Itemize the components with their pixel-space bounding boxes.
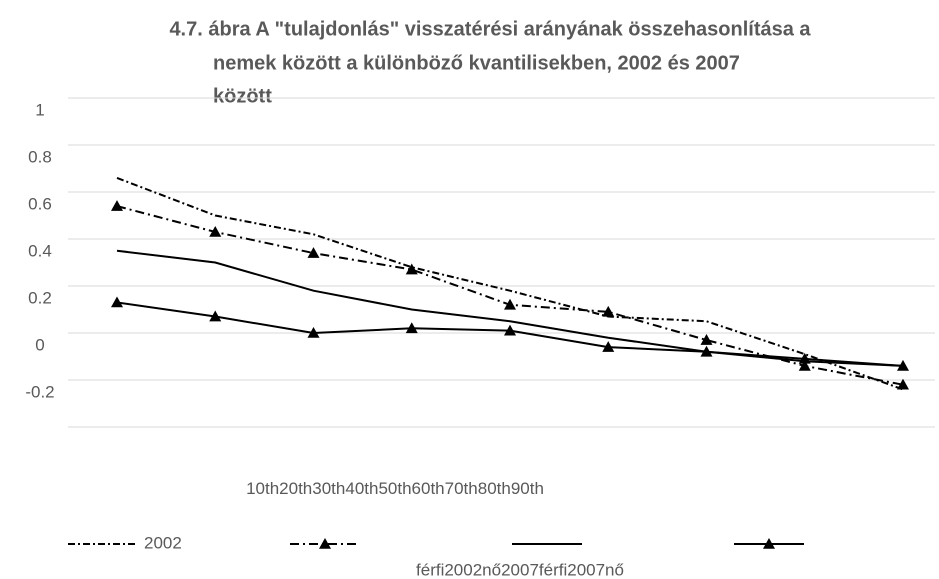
marker bbox=[111, 200, 123, 211]
x-tick-label: 20th bbox=[279, 479, 312, 498]
legend-marker bbox=[763, 538, 775, 549]
chart-title: között bbox=[213, 85, 272, 107]
marker bbox=[209, 225, 222, 237]
legend-caption: férfi2002nő2007férfi2007nő bbox=[416, 560, 624, 579]
y-tick-label: 0.4 bbox=[28, 241, 52, 260]
y-tick-label: 0.2 bbox=[28, 288, 52, 307]
chart-title: 4.7. ábra A "tulajdonlás" visszatérési a… bbox=[169, 18, 811, 40]
marker bbox=[504, 324, 516, 336]
marker bbox=[602, 305, 615, 317]
marker bbox=[504, 298, 516, 310]
legend-marker bbox=[319, 538, 331, 549]
x-tick-label: 50th bbox=[378, 479, 411, 498]
marker bbox=[111, 296, 123, 308]
marker bbox=[700, 345, 713, 357]
marker bbox=[700, 334, 713, 345]
y-tick-label: -0.2 bbox=[25, 382, 54, 401]
x-tick-label: 40th bbox=[345, 479, 378, 498]
x-tick-label: 30th bbox=[312, 479, 345, 498]
marker bbox=[307, 247, 320, 258]
marker bbox=[897, 378, 909, 390]
marker bbox=[798, 359, 811, 371]
x-tick-label: 80th bbox=[478, 479, 511, 498]
marker bbox=[897, 359, 909, 371]
chart-title: nemek között a különböző kvantilisekben,… bbox=[213, 52, 740, 74]
marker bbox=[307, 327, 320, 338]
y-tick-label: 0.6 bbox=[28, 194, 52, 213]
marker bbox=[798, 352, 811, 364]
x-tick-label: 60th bbox=[412, 479, 445, 498]
legend-label: 2002 bbox=[144, 533, 182, 552]
y-tick-label: 1 bbox=[35, 100, 44, 119]
series-line bbox=[116, 249, 904, 367]
x-tick-labels: 10th20th30th40th50th60th70th80th90th bbox=[246, 479, 544, 498]
y-tick-label: 0.8 bbox=[28, 147, 52, 166]
x-tick-label: 70th bbox=[445, 479, 478, 498]
y-tick-label: 0 bbox=[35, 335, 44, 354]
marker bbox=[209, 310, 222, 322]
marker bbox=[405, 322, 418, 334]
x-tick-label: 10th bbox=[246, 479, 279, 498]
x-tick-label: 90th bbox=[511, 479, 544, 498]
series-line bbox=[116, 176, 904, 391]
marker bbox=[405, 263, 418, 275]
marker bbox=[602, 341, 615, 352]
